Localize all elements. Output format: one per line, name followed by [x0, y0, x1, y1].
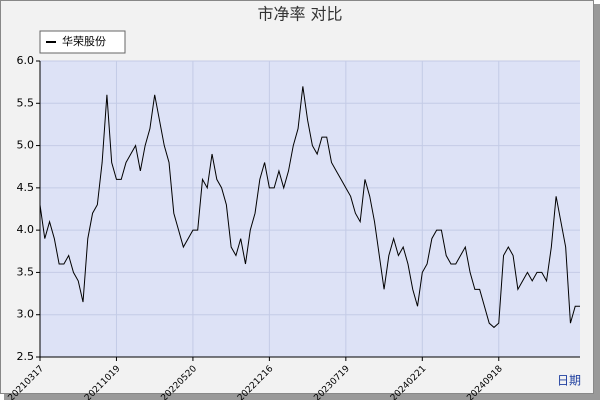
shadow	[4, 394, 600, 400]
y-tick-label: 5.0	[17, 139, 35, 152]
shadow	[594, 4, 600, 400]
y-tick-label: 6.0	[17, 54, 35, 67]
x-axis-label: 日期	[557, 374, 581, 388]
y-tick-label: 4.0	[17, 223, 35, 236]
line	[39, 86, 580, 329]
y-tick-label: 3.5	[17, 265, 35, 278]
y-tick-label: 4.5	[17, 181, 35, 194]
y-tick-label: 2.5	[17, 350, 35, 363]
legend-label: 华荣股份	[62, 34, 106, 48]
y-tick-label: 5.5	[17, 96, 35, 109]
y-tick-label: 3.0	[17, 308, 35, 321]
legend	[39, 30, 126, 54]
plot-area	[40, 61, 580, 357]
chart-title: 市净率 对比	[257, 5, 342, 24]
